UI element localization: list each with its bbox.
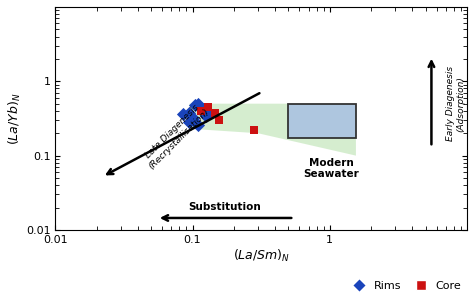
Point (194, 101, 202, 106)
Point (197, 105, 205, 110)
Point (186, 120, 193, 125)
Point (179, 112, 187, 117)
Text: Modern
Seawater: Modern Seawater (303, 158, 359, 179)
Point (194, 122, 202, 127)
Legend: Rims, Core: Rims, Core (344, 277, 465, 296)
Point (215, 118, 222, 122)
Polygon shape (190, 104, 356, 156)
Text: Late Diagenesis
(Recrystallisation): Late Diagenesis (Recrystallisation) (140, 99, 211, 171)
Point (202, 114, 210, 119)
Point (211, 110, 219, 115)
Point (186, 110, 193, 115)
Point (191, 103, 199, 107)
Bar (289, 104, 356, 138)
Point (200, 107, 207, 112)
Point (204, 105, 212, 110)
Point (197, 108, 205, 113)
Point (250, 128, 258, 133)
Y-axis label: $(La/Yb)_N$: $(La/Yb)_N$ (7, 92, 23, 145)
Text: Early Diagenesis
(Adsorption): Early Diagenesis (Adsorption) (446, 66, 465, 141)
Point (204, 110, 212, 115)
Text: Substitution: Substitution (188, 202, 261, 212)
Point (189, 116, 196, 121)
X-axis label: $(La/Sm)_N$: $(La/Sm)_N$ (233, 248, 290, 264)
